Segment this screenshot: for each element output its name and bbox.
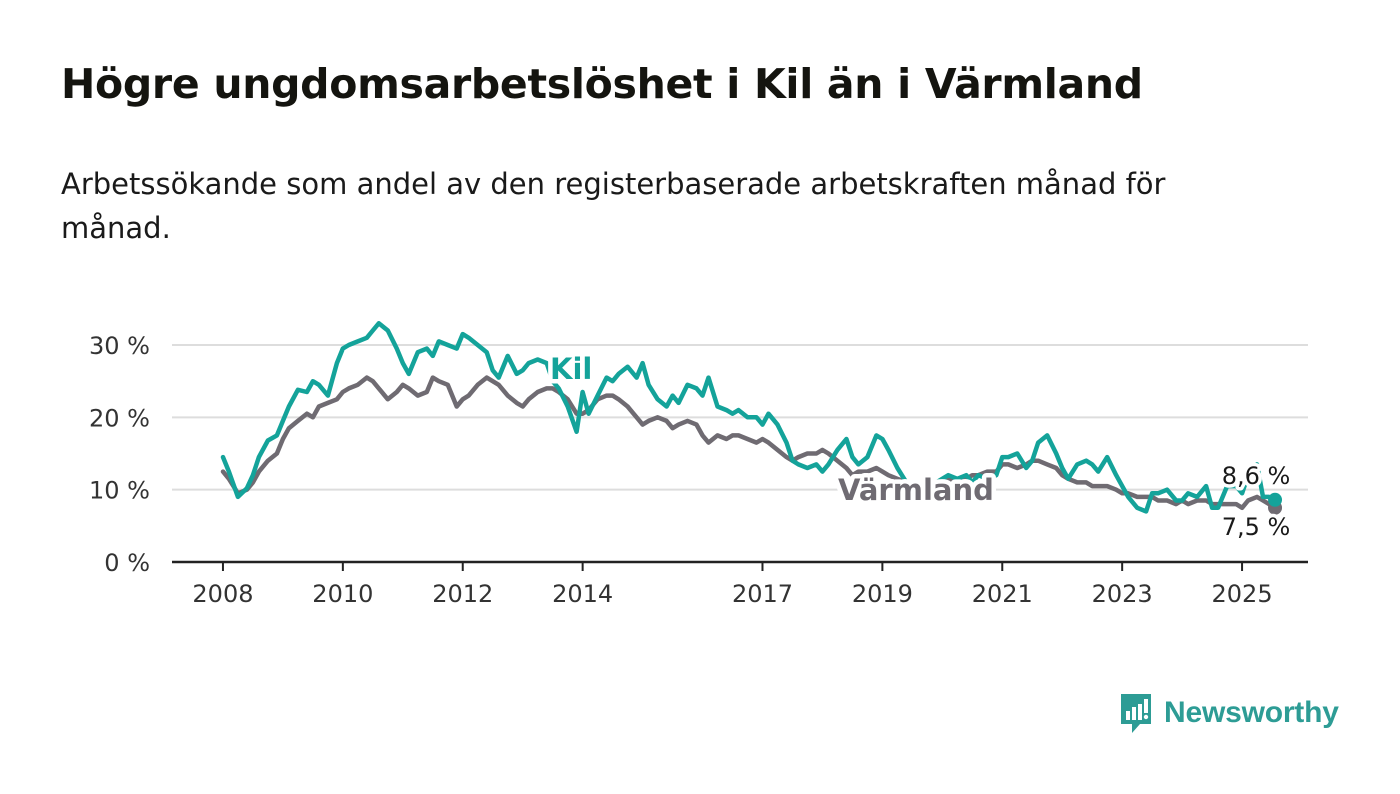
series-line-varmland [220, 375, 1278, 511]
chart-subtitle: Arbetssökande som andel av den registerb… [61, 167, 1166, 245]
x-tick-label: 2023 [1092, 580, 1153, 608]
x-tick-label: 2021 [972, 580, 1033, 608]
end-point-kil [1268, 492, 1283, 507]
chart-title: Högre ungdomsarbetslöshet i Kil än i Vär… [61, 60, 1143, 108]
brand-logo: Newsworthy [1118, 690, 1339, 736]
x-axis-ticks: 2008 2010 2012 2014 2017 2019 2021 2023 2025 [192, 562, 1273, 608]
end-label-kil: 8,6 % [1222, 462, 1291, 490]
x-tick-label: 2012 [432, 580, 493, 608]
y-tick-label: 30 % [89, 332, 150, 360]
series-label-varmland: Värmland [838, 473, 994, 507]
y-tick-label: 0 % [104, 549, 150, 577]
end-label-varmland: 7,5 % [1222, 513, 1291, 541]
newsworthy-logo-icon [1121, 694, 1151, 733]
line-chart: 0 % 10 % 20 % 30 % 2008 2010 2012 2014 2017 2019… [89, 321, 1308, 608]
brand-name: Newsworthy [1164, 696, 1339, 729]
y-tick-label: 10 % [89, 477, 150, 505]
x-tick-label: 2017 [732, 580, 793, 608]
series-labels: Kil Värmland 8,6 % 7,5 % [546, 348, 1294, 545]
series-lines [220, 321, 1283, 515]
x-tick-label: 2014 [552, 580, 613, 608]
x-tick-label: 2008 [192, 580, 253, 608]
y-axis-ticks: 0 % 10 % 20 % 30 % [89, 332, 150, 577]
y-tick-label: 20 % [89, 404, 150, 432]
series-label-kil: Kil [550, 352, 592, 386]
x-tick-label: 2019 [852, 580, 913, 608]
x-tick-label: 2010 [312, 580, 373, 608]
gridlines [172, 344, 1308, 491]
x-tick-label: 2025 [1212, 580, 1273, 608]
series-line-kil [220, 321, 1278, 514]
